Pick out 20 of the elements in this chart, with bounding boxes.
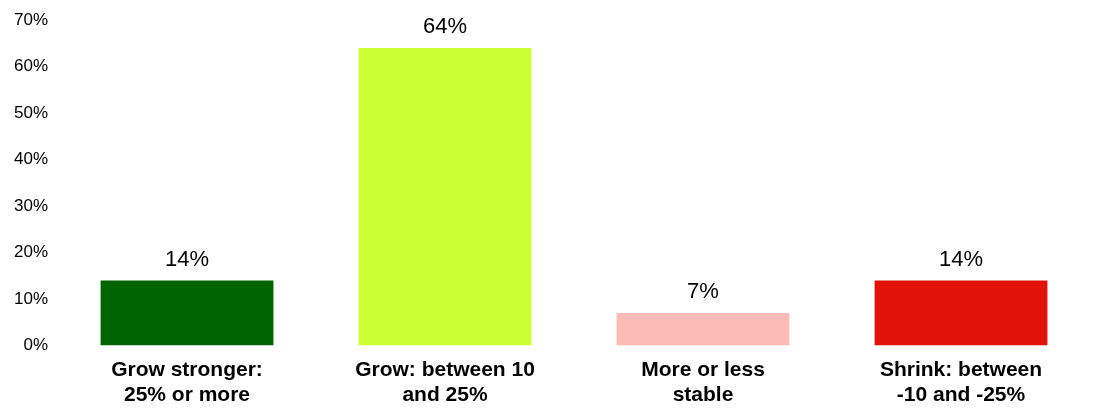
- bar: [358, 48, 532, 346]
- x-tick-label: More or less stable: [641, 357, 765, 406]
- y-tick-label: 30%: [13, 195, 49, 215]
- bar: [616, 313, 790, 346]
- y-tick-label: 0%: [23, 335, 49, 355]
- y-tick-label: 40%: [13, 149, 49, 169]
- y-tick-label: 10%: [13, 288, 49, 308]
- bar: [100, 280, 274, 346]
- data-label: 14%: [938, 245, 984, 271]
- y-tick-label: 60%: [13, 56, 49, 76]
- data-label: 64%: [422, 13, 468, 39]
- bar: [874, 280, 1048, 346]
- data-label: 7%: [687, 278, 719, 304]
- x-tick-label: Grow stronger: 25% or more: [111, 357, 263, 406]
- y-tick-label: 50%: [13, 102, 49, 122]
- data-label: 14%: [165, 245, 210, 271]
- y-tick-label: 70%: [13, 9, 49, 29]
- x-tick-label: Shrink: between -10 and -25%: [879, 357, 1043, 406]
- y-tick-label: 20%: [13, 242, 49, 262]
- x-tick-label: Grow: between 10 and 25%: [355, 357, 535, 406]
